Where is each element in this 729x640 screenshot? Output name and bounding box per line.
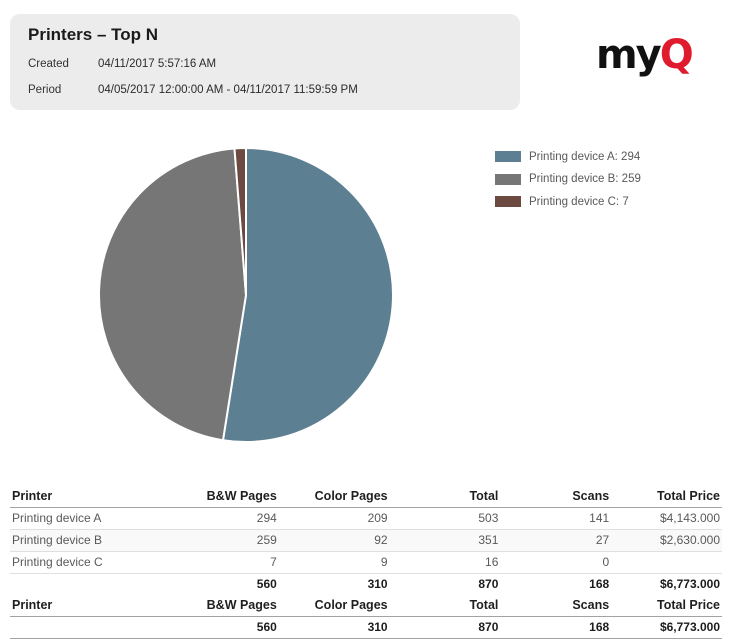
printers-summary-table: Printer B&W Pages Color Pages Total Scan… [10, 486, 722, 639]
table-cell: 259 [168, 529, 279, 552]
created-value: 04/11/2017 5:57:16 AM [98, 58, 217, 70]
col-header-total: Total [389, 486, 501, 508]
table-cell: 16 [389, 551, 501, 574]
table-cell: 209 [278, 507, 390, 530]
table-cell: 27 [500, 529, 612, 552]
legend-item: Printing device C: 7 [495, 195, 641, 208]
table-cell: 0 [500, 551, 612, 574]
table-cell: Printing device C [10, 551, 168, 574]
table-cell: 92 [278, 529, 390, 552]
table-header-row: Printer B&W Pages Color Pages Total Scan… [10, 486, 722, 508]
table-cell: $4,143.000 [611, 507, 722, 530]
created-row: Created 04/11/2017 5:57:16 AM [28, 58, 502, 70]
table-row-device-c: Printing device C 7 9 16 0 [10, 551, 722, 574]
table-cell: Printing device A [10, 507, 168, 530]
period-label: Period [28, 84, 62, 96]
col-header-color-pages: Color Pages [278, 595, 390, 617]
table-cell: 560 [256, 577, 277, 591]
col-header-printer: Printer [10, 595, 168, 617]
table-cell: 870 [389, 616, 501, 639]
logo-text-q: Q [659, 32, 694, 78]
col-header-total-price: Total Price [611, 595, 722, 617]
table-cell [611, 551, 722, 574]
period-value: 04/05/2017 12:00:00 AM - 04/11/2017 11:5… [98, 84, 358, 96]
table-cell [10, 574, 168, 596]
grand-totals-row: 560 310 870 168 $6,773.000 [10, 616, 722, 639]
table-cell: Printing device B [10, 529, 168, 552]
table-cell: 351 [389, 529, 501, 552]
pie-slice-printing-device-b [97, 147, 247, 442]
table-cell [10, 616, 168, 639]
legend-swatch-device-b [495, 173, 521, 185]
legend-swatch-device-a [495, 151, 521, 162]
table-cell: 310 [367, 577, 388, 591]
footer-header-row: Printer B&W Pages Color Pages Total Scan… [10, 595, 722, 617]
col-header-scans: Scans [500, 486, 612, 508]
col-header-color-pages: Color Pages [278, 486, 390, 508]
table-cell: 168 [589, 577, 610, 591]
legend-item: Printing device A: 294 [495, 150, 641, 163]
table-row-device-a: Printing device A 294 209 503 141 $4,143… [10, 507, 722, 530]
legend-label-device-b: Printing device B: 259 [529, 173, 641, 185]
col-header-printer: Printer [10, 486, 168, 508]
legend-swatch-device-c [495, 196, 521, 207]
report-header: Printers – Top N Created 04/11/2017 5:57… [10, 14, 520, 110]
table-cell: 9 [278, 551, 390, 574]
table-cell: 560 [168, 616, 279, 639]
totals-row: 560 310 870 168 $6,773.000 [10, 574, 722, 596]
pie-slice-printing-device-c [233, 146, 247, 296]
logo-text-my: my [596, 32, 662, 78]
table-cell: 503 [389, 507, 501, 530]
table-cell: $6,773.000 [611, 616, 722, 639]
table-cell: $2,630.000 [611, 529, 722, 552]
legend-item: Printing device B: 259 [495, 173, 641, 185]
col-header-scans: Scans [500, 595, 612, 617]
table-row-device-b: Printing device B 259 92 351 27 $2,630.0… [10, 529, 722, 552]
table-cell: 168 [500, 616, 612, 639]
col-header-bw-pages: B&W Pages [168, 486, 279, 508]
table-cell: 294 [168, 507, 279, 530]
col-header-total-price: Total Price [611, 486, 722, 508]
myq-logo: myQ [596, 32, 694, 78]
legend-label-device-c: Printing device C: 7 [529, 195, 629, 208]
pie-slice-printing-device-a [222, 147, 394, 443]
table-cell: 870 [478, 577, 499, 591]
period-row: Period 04/05/2017 12:00:00 AM - 04/11/20… [28, 84, 502, 96]
col-header-bw-pages: B&W Pages [168, 595, 279, 617]
chart-legend: Printing device A: 294 Printing device B… [495, 151, 641, 219]
table-cell: 310 [278, 616, 390, 639]
table-cell: 7 [168, 551, 279, 574]
table-cell: $6,773.000 [659, 577, 720, 591]
pie-chart [97, 146, 394, 443]
table-cell: 141 [500, 507, 612, 530]
col-header-total: Total [389, 595, 501, 617]
legend-label-device-a: Printing device A: 294 [529, 150, 641, 163]
created-label: Created [28, 58, 69, 70]
page-title: Printers – Top N [28, 25, 159, 44]
